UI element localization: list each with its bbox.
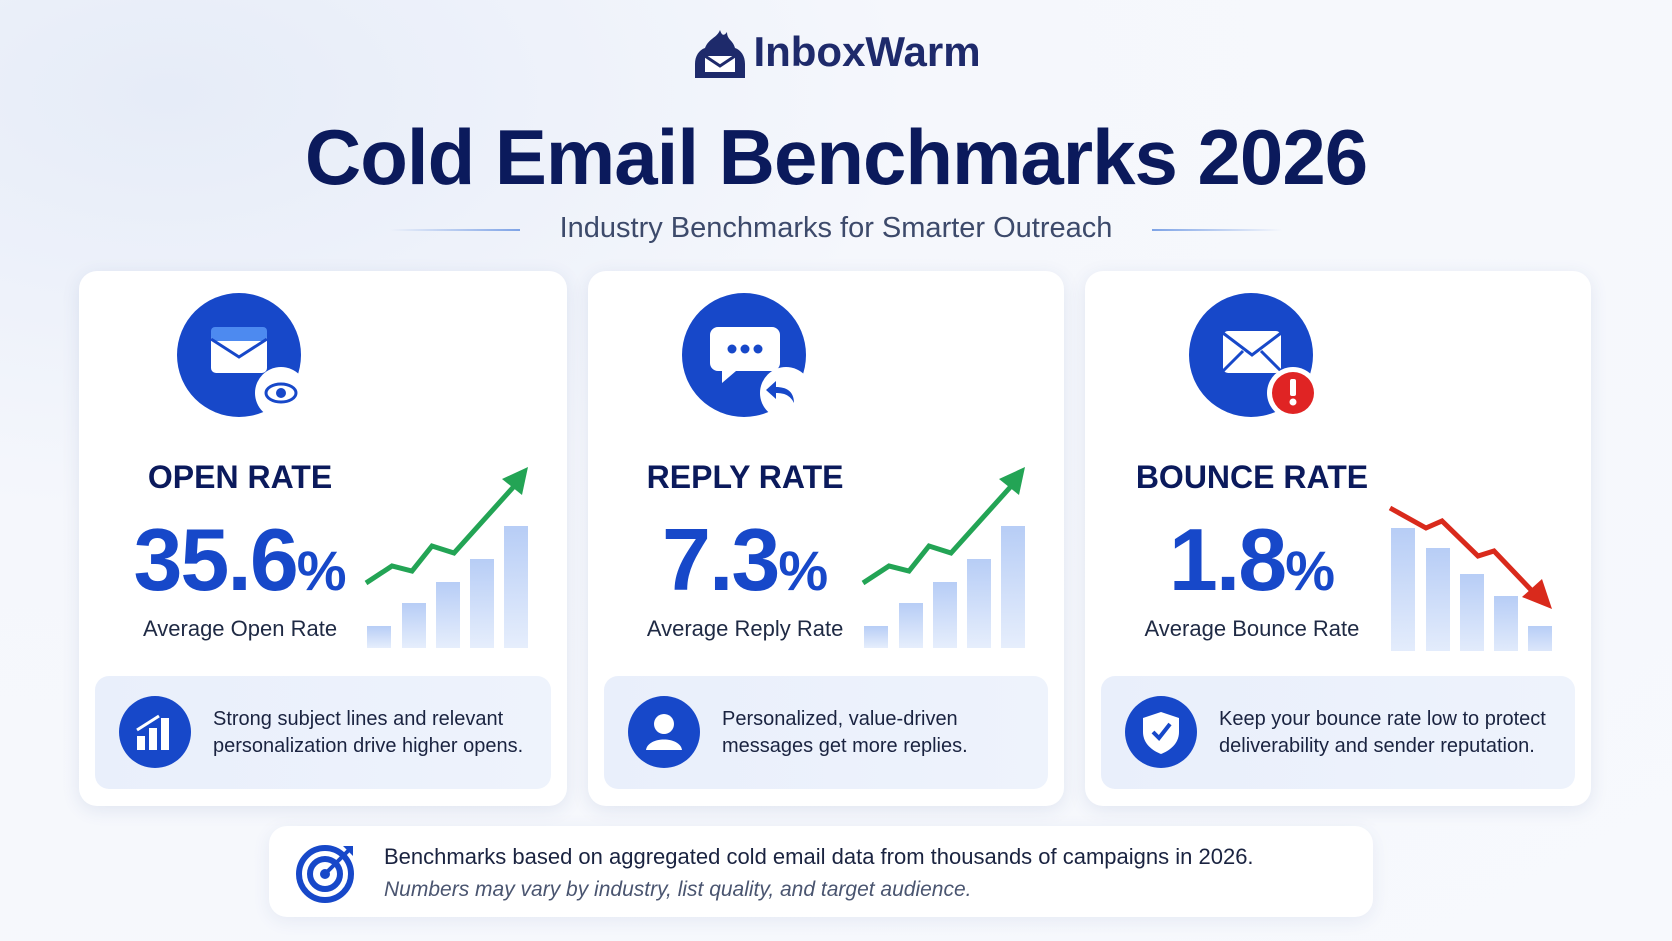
card-caption: Average Open Rate: [143, 616, 338, 641]
divider: [390, 229, 520, 231]
brand: InboxWarm: [0, 26, 1672, 84]
stat-card: BOUNCE RATE 1.8% Average Bounce Rate Keep y…: [1085, 271, 1591, 806]
card-caption: Average Reply Rate: [646, 616, 844, 641]
tip-box: Personalized, value-driven messages get …: [604, 676, 1048, 789]
value-number: 1.8: [1168, 510, 1287, 609]
card-value: 35.6%: [90, 509, 390, 611]
stat-card: REPLY RATE 7.3% Average Reply Rate Personal…: [588, 271, 1064, 806]
footer-note: Benchmarks based on aggregated cold emai…: [384, 844, 1254, 869]
value-unit: %: [296, 539, 347, 602]
trend-graphic: [861, 467, 1025, 648]
tip-text: Personalized, value-driven messages get …: [722, 708, 968, 757]
tip-text: Keep your bounce rate low to protect del…: [1219, 708, 1546, 757]
card-value: 1.8%: [1102, 509, 1402, 611]
tip-icon: [628, 696, 700, 768]
brand-name: InboxWarm: [753, 28, 981, 76]
tip-icon: [1125, 696, 1197, 768]
trend-graphic: [1388, 505, 1552, 651]
card-label: OPEN RATE: [147, 459, 333, 495]
trend-graphic: [364, 467, 528, 648]
card-icon: [1188, 293, 1319, 419]
card-caption: Average Bounce Rate: [1144, 616, 1360, 641]
card-label: BOUNCE RATE: [1135, 459, 1369, 495]
card-icon: [682, 293, 813, 419]
value-number: 35.6: [133, 510, 298, 609]
subtitle: Industry Benchmarks for Smarter Outreach: [559, 212, 1113, 244]
tip-icon: [119, 696, 191, 768]
value-unit: %: [778, 539, 829, 602]
card-value: 7.3%: [595, 509, 895, 611]
card-icon: [177, 293, 308, 419]
title: Cold Email Benchmarks 2026: [304, 113, 1368, 201]
footer-disclaimer: Numbers may vary by industry, list quali…: [384, 878, 972, 901]
value-number: 7.3: [662, 510, 780, 609]
brand-logo: [695, 30, 746, 78]
card-label: REPLY RATE: [646, 459, 844, 495]
tip-text: Strong subject lines and relevant person…: [213, 708, 524, 757]
footer: Benchmarks based on aggregated cold emai…: [269, 826, 1373, 917]
value-unit: %: [1285, 539, 1336, 602]
tip-box: Strong subject lines and relevant person…: [95, 676, 551, 789]
tip-box: Keep your bounce rate low to protect del…: [1101, 676, 1575, 789]
stat-card: OPEN RATE 35.6% Average Open Rate Strong su…: [79, 271, 567, 806]
target-icon: [296, 845, 354, 903]
